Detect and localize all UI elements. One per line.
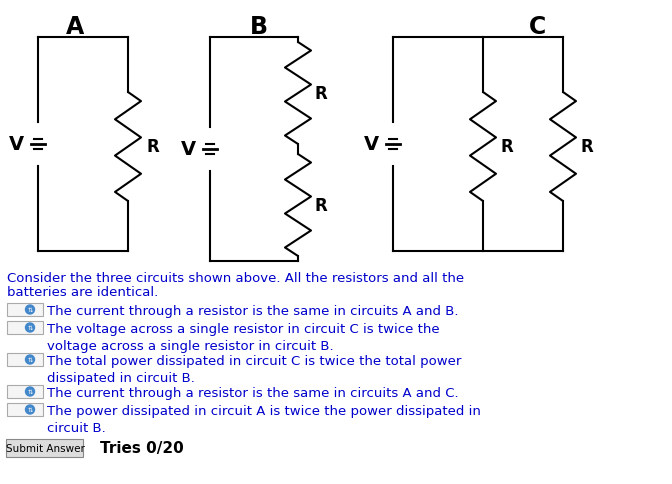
Text: V: V [181,140,196,159]
Text: B: B [250,15,268,39]
FancyBboxPatch shape [7,303,43,317]
Text: R: R [146,138,159,156]
Circle shape [26,305,34,314]
Text: Submit Answer: Submit Answer [5,443,85,453]
Text: R: R [314,197,327,214]
Text: Consider the three circuits shown above. All the resistors and all the: Consider the three circuits shown above.… [7,272,464,285]
Text: ⇅: ⇅ [28,325,33,330]
Text: V: V [364,135,378,154]
Text: ⇅: ⇅ [28,407,33,412]
FancyBboxPatch shape [7,403,43,416]
Text: R: R [500,138,513,156]
Text: C: C [530,15,546,39]
Text: V: V [9,135,24,154]
FancyBboxPatch shape [7,385,43,398]
Text: ⇅: ⇅ [28,357,33,362]
Circle shape [26,387,34,396]
Text: The total power dissipated in circuit C is twice the total power
dissipated in c: The total power dissipated in circuit C … [47,354,462,384]
Text: A: A [66,15,84,39]
Text: The voltage across a single resistor in circuit C is twice the
voltage across a : The voltage across a single resistor in … [47,322,439,352]
Text: The current through a resistor is the same in circuits A and B.: The current through a resistor is the sa… [47,304,458,318]
FancyBboxPatch shape [6,439,83,457]
Text: R: R [580,138,593,156]
Text: R: R [314,85,327,103]
FancyBboxPatch shape [7,353,43,366]
Text: The power dissipated in circuit A is twice the power dissipated in
circuit B.: The power dissipated in circuit A is twi… [47,404,481,434]
Text: ⇅: ⇅ [28,307,33,312]
Circle shape [26,405,34,414]
Text: ⇅: ⇅ [28,389,33,394]
Circle shape [26,323,34,333]
Circle shape [26,355,34,364]
FancyBboxPatch shape [7,321,43,334]
Text: The current through a resistor is the same in circuits A and C.: The current through a resistor is the sa… [47,386,458,399]
Text: batteries are identical.: batteries are identical. [7,286,158,298]
Text: Tries 0/20: Tries 0/20 [100,440,183,455]
